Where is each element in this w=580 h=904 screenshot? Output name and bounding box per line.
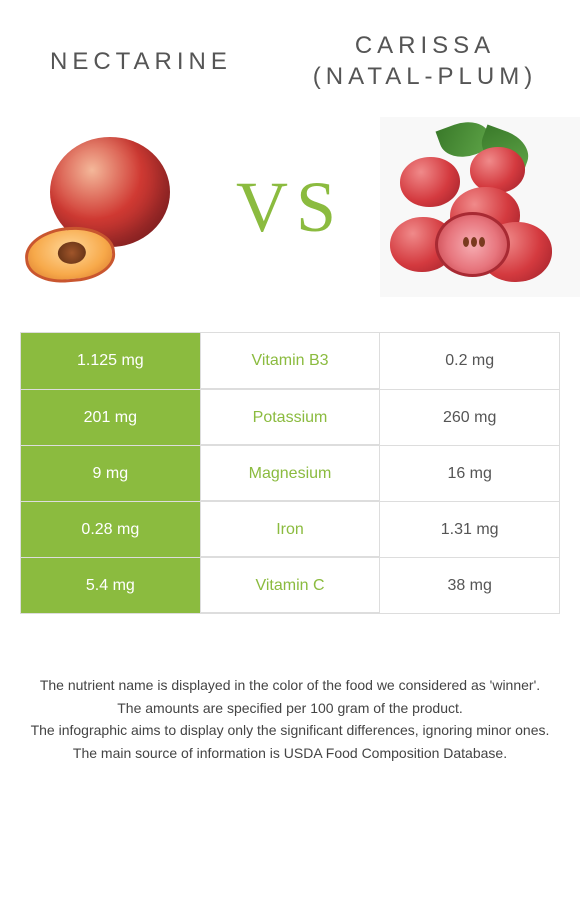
table-row: 0.28 mg Iron 1.31 mg [21, 501, 559, 557]
table-row: 5.4 mg Vitamin C 38 mg [21, 557, 559, 613]
footer-notes: The nutrient name is displayed in the co… [0, 644, 580, 764]
right-food-image [380, 117, 580, 297]
footer-line: The amounts are specified per 100 gram o… [25, 697, 555, 719]
nutrient-name: Magnesium [201, 446, 380, 501]
left-food-image [0, 117, 200, 297]
footer-line: The infographic aims to display only the… [25, 719, 555, 741]
table-row: 1.125 mg Vitamin B3 0.2 mg [21, 333, 559, 389]
left-value: 1.125 mg [21, 333, 201, 389]
hero-row: VS [0, 102, 580, 332]
right-value: 38 mg [379, 558, 559, 613]
footer-line: The nutrient name is displayed in the co… [25, 674, 555, 696]
berry-cut-icon [435, 212, 510, 277]
left-value: 201 mg [21, 390, 201, 445]
right-value: 260 mg [379, 390, 559, 445]
left-food-title: NECTARINE [30, 46, 300, 77]
header: NECTARINE CARISSA (NATAL-PLUM) [0, 0, 580, 102]
vs-label: VS [236, 166, 344, 249]
footer-line: The main source of information is USDA F… [25, 742, 555, 764]
left-value: 9 mg [21, 446, 201, 501]
right-value: 0.2 mg [379, 333, 559, 389]
nutrient-name: Potassium [201, 390, 380, 445]
left-value: 5.4 mg [21, 558, 201, 613]
nutrient-name: Iron [201, 502, 380, 557]
nutrient-name: Vitamin C [201, 558, 380, 613]
left-value: 0.28 mg [21, 502, 201, 557]
table-row: 201 mg Potassium 260 mg [21, 389, 559, 445]
nutrient-name: Vitamin B3 [201, 333, 380, 389]
nutrient-table: 1.125 mg Vitamin B3 0.2 mg 201 mg Potass… [20, 332, 560, 614]
table-row: 9 mg Magnesium 16 mg [21, 445, 559, 501]
right-value: 1.31 mg [379, 502, 559, 557]
right-food-title: CARISSA (NATAL-PLUM) [300, 30, 550, 92]
right-value: 16 mg [379, 446, 559, 501]
